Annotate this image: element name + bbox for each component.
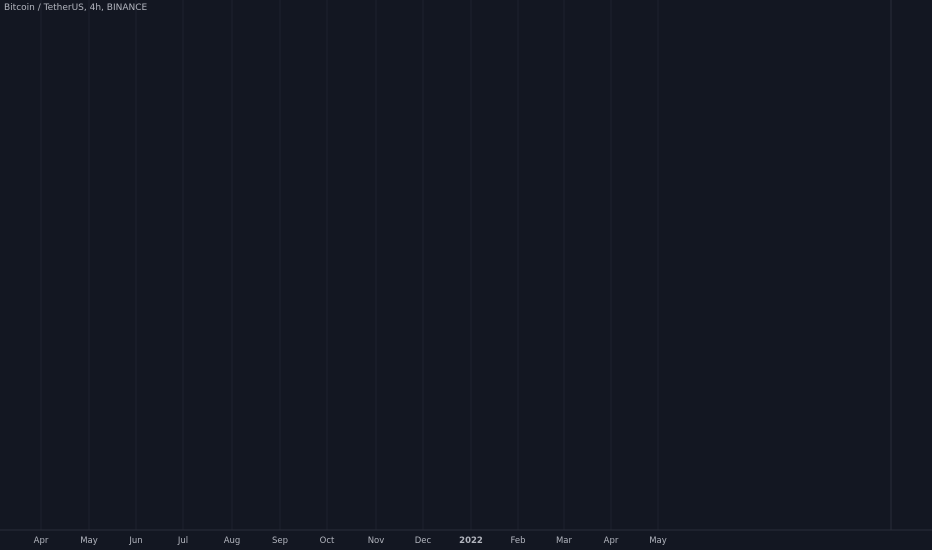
time-tick-label: Jul — [177, 536, 188, 546]
time-tick-label: Nov — [368, 536, 385, 546]
time-tick-label: May — [649, 536, 667, 546]
time-tick-label: Sep — [272, 536, 288, 546]
time-axis[interactable]: Apr May Jun Jul Aug Sep Oct Nov Dec 2022 Feb Mar Apr… — [34, 536, 667, 546]
time-tick-label: Oct — [320, 536, 335, 546]
time-tick-label: Apr — [604, 536, 619, 546]
time-tick-label: Feb — [510, 536, 525, 546]
time-tick-label: Aug — [224, 536, 241, 546]
time-tick-label: May — [80, 536, 98, 546]
time-tick-label: 2022 — [459, 536, 483, 546]
time-tick-label: Apr — [34, 536, 49, 546]
time-tick-label: Jun — [128, 536, 142, 546]
chart-title: Bitcoin / TetherUS, 4h, BINANCE — [4, 3, 148, 13]
time-tick-label: Mar — [556, 536, 573, 546]
time-tick-label: Dec — [415, 536, 432, 546]
grid — [40, 0, 659, 530]
